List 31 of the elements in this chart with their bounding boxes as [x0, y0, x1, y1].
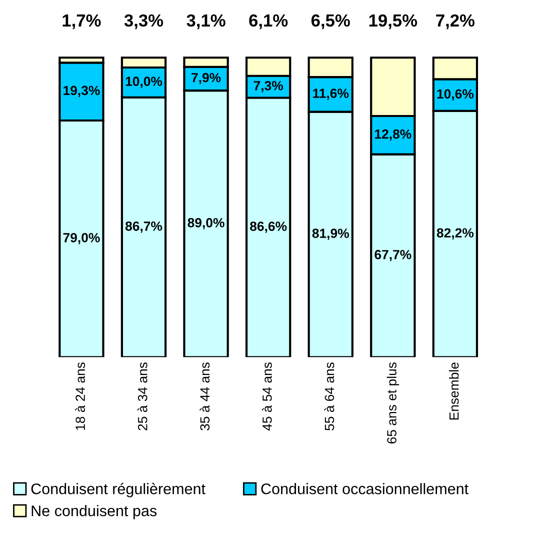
data-label: 81,9% [312, 228, 349, 240]
x-tick-label: 45 à 54 ans [262, 362, 272, 431]
data-label: 67,7% [374, 250, 412, 262]
x-tick-label: 65 ans et plus [386, 362, 400, 444]
data-label: 7,2% [436, 14, 475, 30]
data-label: 19,3% [64, 86, 100, 98]
x-tick-label: Ensemble [449, 362, 459, 420]
data-label: 11,6% [313, 88, 349, 100]
data-label: 1,7% [62, 14, 101, 30]
x-tick-label: 55 à 64 ans [324, 362, 334, 430]
data-label: 7,9% [192, 72, 221, 84]
data-label: 19,5% [369, 14, 418, 30]
legend-label: Ne conduisent pas [32, 505, 157, 520]
data-label: 3,3% [124, 14, 164, 30]
data-label: 86,6% [250, 222, 287, 233]
x-tick-label: 35 à 44 ans [200, 362, 210, 430]
data-label: 12,8% [375, 129, 412, 141]
data-label: 7,3% [254, 81, 284, 92]
data-label: 3,1% [186, 14, 226, 30]
data-label: 10,0% [126, 76, 162, 88]
data-label: 89,0% [188, 218, 224, 230]
data-label: 82,2% [436, 228, 474, 240]
data-label: 79,0% [63, 233, 100, 244]
data-label: 6,5% [311, 14, 350, 30]
legend-label: Conduisent occasionnellement [261, 483, 468, 494]
x-tick-label: 18 à 24 ans [75, 362, 85, 430]
data-label: 10,6% [437, 89, 474, 101]
data-label: 6,1% [249, 14, 288, 30]
data-label: 86,7% [125, 221, 162, 233]
legend-label: Conduisent régulièrement [31, 482, 206, 498]
x-tick-label: 25 à 34 ans [137, 362, 148, 430]
